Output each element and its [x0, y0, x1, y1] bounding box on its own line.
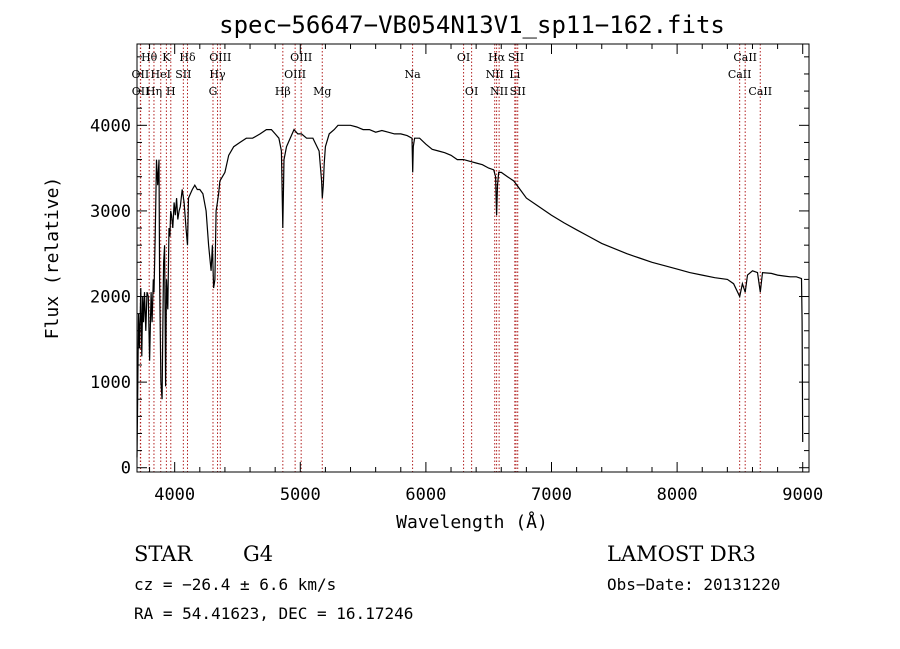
object-class: STAR [134, 542, 193, 566]
line-marker-label: OII [132, 68, 150, 81]
line-marker-label: OIII [209, 51, 231, 64]
line-marker-label: Na [404, 68, 421, 81]
line-marker-label: Hβ [275, 85, 291, 98]
y-tick-label: 2000 [90, 288, 131, 308]
chart-title: spec−56647−VB054N13V1_sp11−162.fits [219, 11, 725, 39]
x-axis: 4000 5000 6000 7000 8000 9000 [149, 44, 823, 505]
line-marker-label: Hγ [209, 68, 226, 81]
line-marker-label: SII [510, 85, 526, 98]
x-tick-label: 4000 [154, 485, 195, 505]
plot-frame [136, 43, 810, 473]
line-marker-label: SII [508, 51, 524, 64]
obs-date-text: Obs−Date: 20131220 [607, 575, 780, 594]
line-marker-label: OI [465, 85, 478, 98]
line-marker-label: K [162, 51, 171, 64]
line-marker-label: CaII [733, 51, 757, 64]
line-marker-label: CaII [748, 85, 772, 98]
x-tick-label: 7000 [531, 485, 572, 505]
x-axis-label: Wavelength (Å) [396, 511, 548, 533]
line-marker-label: NII [490, 85, 508, 98]
x-tick-label: 5000 [280, 485, 321, 505]
y-tick-label: 3000 [90, 202, 131, 222]
y-axis-label: Flux (relative) [42, 177, 63, 340]
line-marker-label: Li [509, 68, 520, 81]
object-subclass: G4 [243, 542, 273, 566]
line-marker-label: SII [175, 68, 191, 81]
line-marker-label: G [209, 85, 218, 98]
line-marker-label: NII [486, 68, 504, 81]
x-tick-label: 8000 [657, 485, 698, 505]
line-marker-label: CaII [728, 68, 752, 81]
coordinates-text: RA = 54.41623, DEC = 16.17246 [134, 604, 413, 623]
y-axis: 0 1000 2000 3000 4000 [90, 56, 809, 479]
x-tick-label: 9000 [782, 485, 823, 505]
line-marker-label: OIII [290, 51, 312, 64]
y-tick-label: 1000 [90, 373, 131, 393]
line-marker-label: H [166, 85, 176, 98]
line-marker-label: HeI [151, 68, 171, 81]
line-marker-label: OIII [284, 68, 306, 81]
line-marker-label: Hδ [179, 51, 196, 64]
line-marker-label: Mg [313, 85, 331, 98]
flux-series-line [136, 124, 804, 458]
survey-name: LAMOST DR3 [607, 542, 756, 566]
x-tick-label: 6000 [405, 485, 446, 505]
line-markers [139, 44, 761, 472]
y-tick-label: 4000 [90, 116, 131, 136]
line-marker-label: Hη [146, 85, 162, 98]
redshift-text: cz = −26.4 ± 6.6 km/s [134, 575, 336, 594]
line-marker-label: OI [457, 51, 470, 64]
line-marker-label: Hθ [141, 51, 158, 64]
y-tick-label: 0 [121, 459, 131, 479]
line-marker-label: Hα [488, 51, 506, 64]
